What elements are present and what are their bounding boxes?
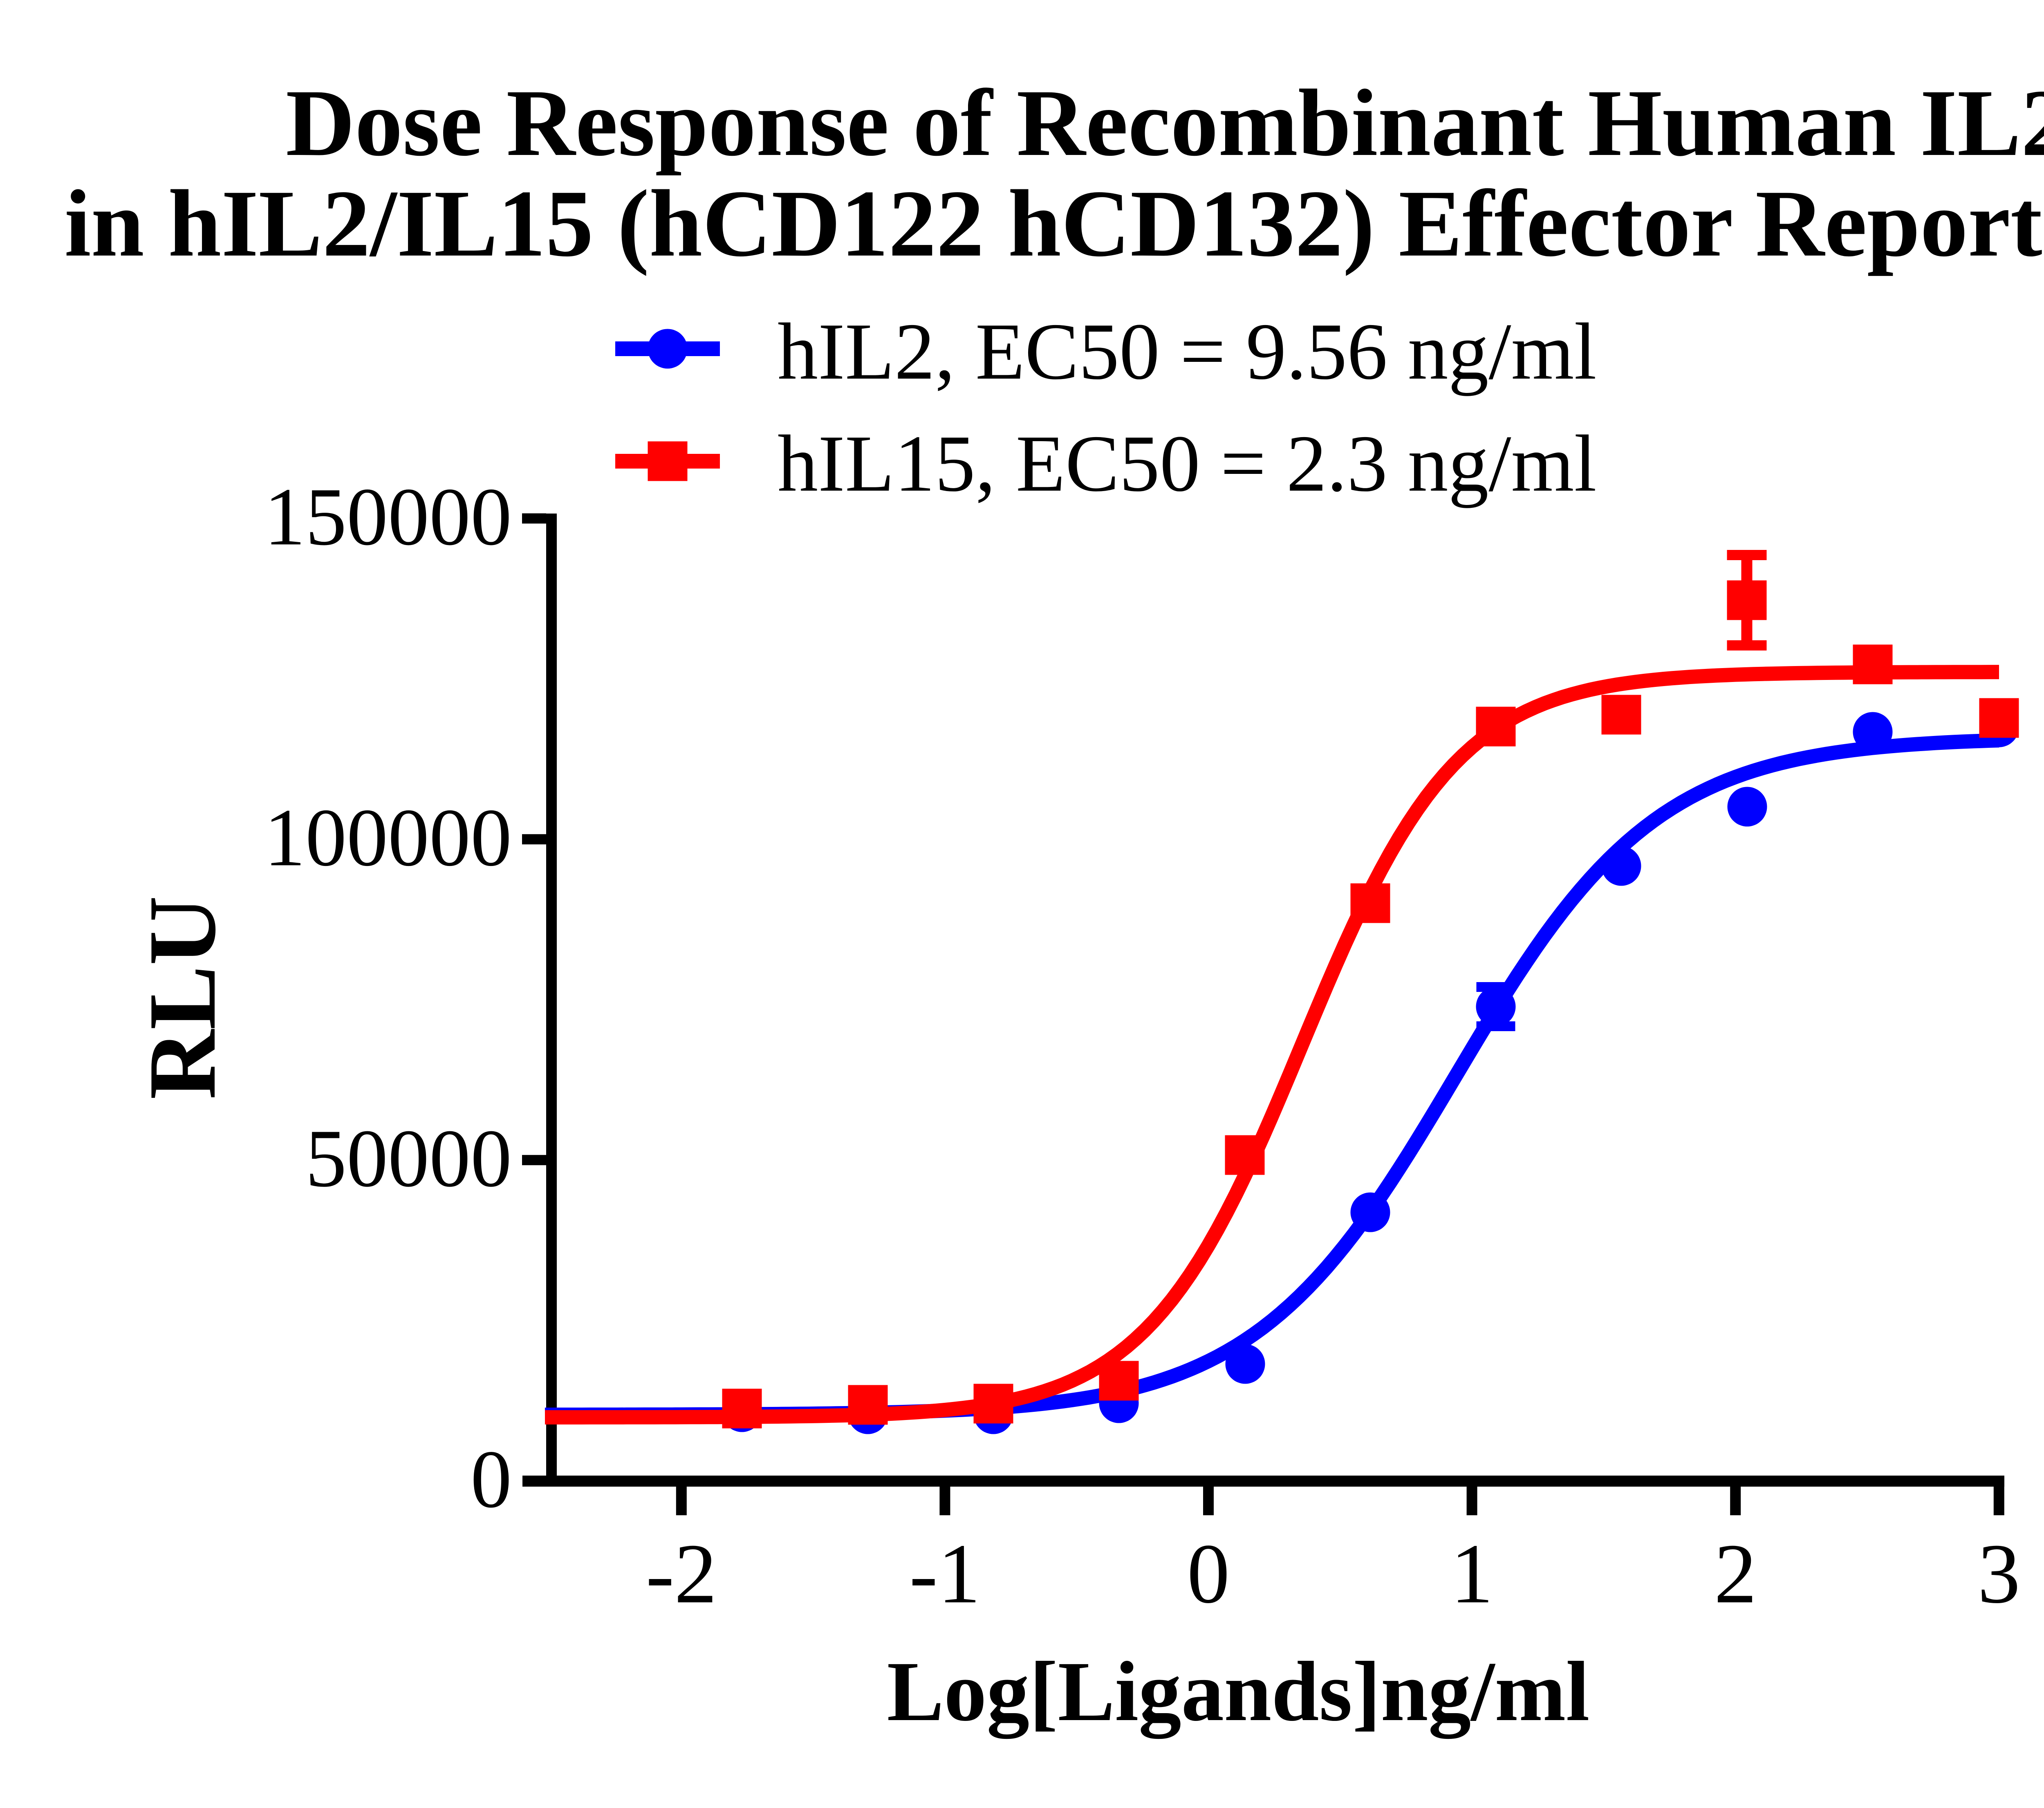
svg-text:-2: -2 — [646, 1527, 717, 1621]
svg-text:2: 2 — [1714, 1527, 1757, 1621]
svg-text:0: 0 — [1187, 1527, 1230, 1621]
svg-text:-1: -1 — [909, 1527, 980, 1621]
svg-text:1: 1 — [1450, 1527, 1493, 1621]
svg-text:100000: 100000 — [264, 792, 512, 883]
svg-text:in hIL2/IL15 (hCD122 hCD132) E: in hIL2/IL15 (hCD122 hCD132) Effector Re… — [65, 170, 2044, 276]
svg-text:Dose Response of Recombinant H: Dose Response of Recombinant Human IL2/I… — [286, 70, 2044, 176]
svg-text:RLU: RLU — [129, 896, 236, 1099]
svg-text:hIL15, EC50 = 2.3 ng/ml: hIL15, EC50 = 2.3 ng/ml — [778, 419, 1597, 508]
svg-text:hIL2, EC50 = 9.56 ng/ml: hIL2, EC50 = 9.56 ng/ml — [778, 307, 1597, 396]
svg-text:50000: 50000 — [305, 1113, 512, 1204]
svg-text:150000: 150000 — [264, 471, 512, 563]
svg-text:3: 3 — [1978, 1527, 2021, 1621]
svg-text:0: 0 — [471, 1433, 512, 1525]
svg-text:Log[Ligands]ng/ml: Log[Ligands]ng/ml — [887, 1644, 1590, 1739]
